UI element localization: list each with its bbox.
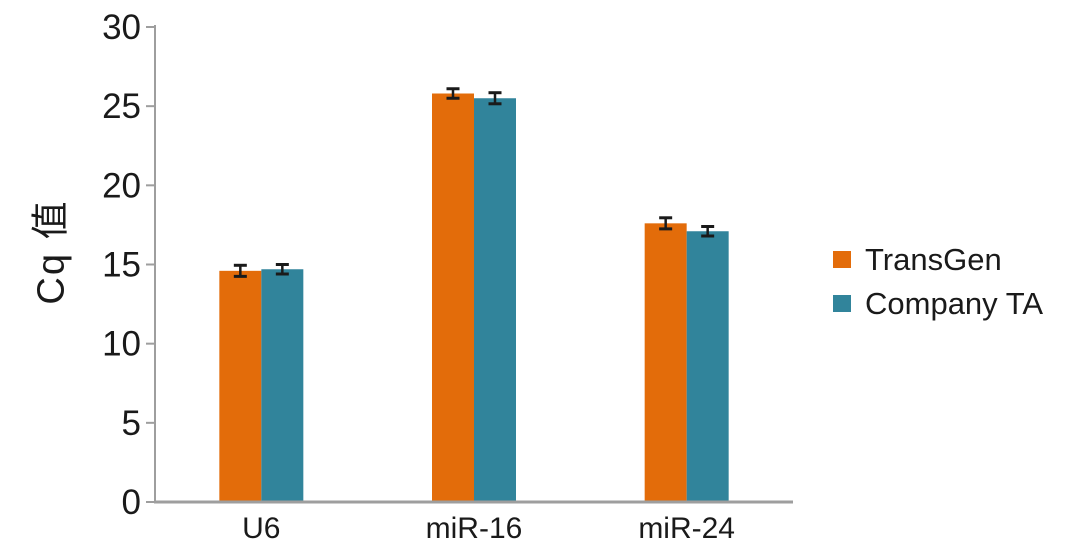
x-axis-label: miR-24 [638, 512, 735, 545]
y-tick-label: 10 [102, 325, 141, 364]
y-tick-label: 20 [102, 166, 141, 205]
y-axis-title: Cq 值 [30, 199, 73, 305]
bar-U6-Company-TA [261, 269, 304, 502]
legend-swatch-company-ta [833, 295, 851, 312]
x-axis-label: miR-16 [426, 512, 523, 545]
y-tick-label: 25 [102, 87, 141, 126]
y-tick-label: 5 [122, 404, 141, 443]
y-tick-label: 15 [102, 246, 141, 285]
legend-item-company-ta: Company TA [833, 286, 1043, 321]
legend-swatch-transgen [833, 251, 851, 268]
bar-miR-24-TransGen [644, 223, 687, 503]
bar-miR-24-Company-TA [686, 231, 729, 502]
chart-legend: TransGen Company TA [833, 242, 1043, 321]
legend-item-transgen: TransGen [833, 242, 1043, 277]
legend-label-transgen: TransGen [865, 241, 1002, 277]
y-tick-label: 0 [122, 483, 141, 522]
y-tick-label: 30 [102, 8, 141, 47]
x-axis-label: U6 [242, 512, 280, 545]
bar-miR-16-Company-TA [474, 98, 516, 502]
legend-label-company-ta: Company TA [865, 285, 1044, 321]
bar-U6-TransGen [219, 270, 262, 502]
bar-miR-16-TransGen [432, 93, 474, 502]
